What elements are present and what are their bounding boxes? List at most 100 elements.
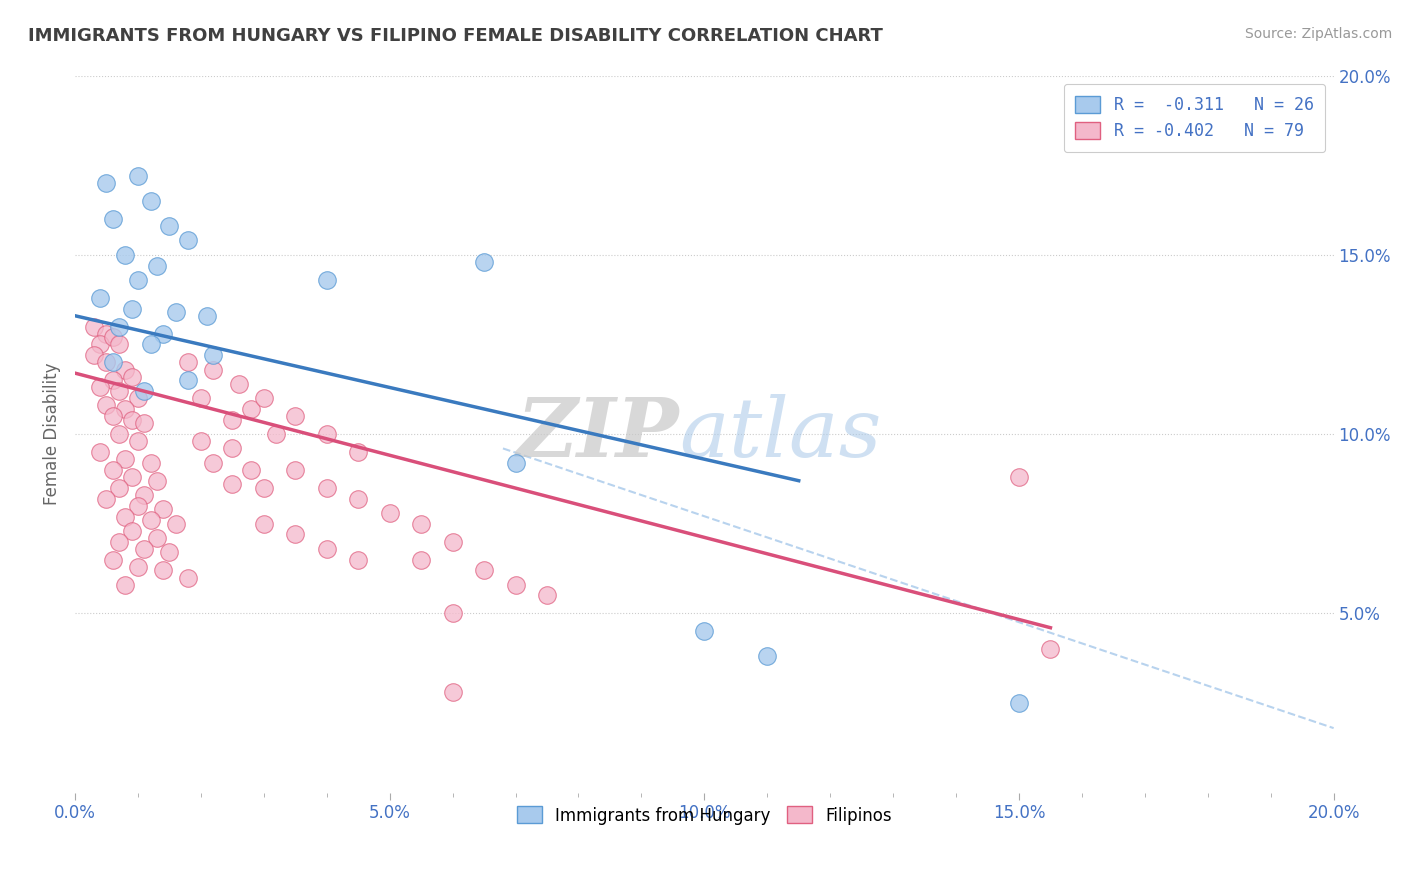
Point [505, 577, 527, 591]
Point [101, 463, 124, 477]
Point [177, 373, 200, 387]
Point [134, 488, 156, 502]
Point [114, 452, 136, 467]
Point [108, 534, 131, 549]
Point [157, 219, 180, 233]
Point [89, 380, 111, 394]
Point [96, 398, 118, 412]
Point [1008, 470, 1031, 484]
Point [108, 337, 131, 351]
Point [89, 291, 111, 305]
Point [152, 563, 174, 577]
Point [108, 384, 131, 398]
Point [165, 516, 187, 531]
Point [190, 434, 212, 449]
Text: ZIP: ZIP [516, 394, 679, 474]
Point [101, 409, 124, 424]
Point [89, 445, 111, 459]
Point [127, 273, 149, 287]
Point [195, 309, 218, 323]
Point [146, 259, 169, 273]
Point [114, 577, 136, 591]
Point [240, 463, 263, 477]
Point [347, 445, 370, 459]
Point [1039, 642, 1062, 657]
Point [284, 409, 307, 424]
Point [347, 491, 370, 506]
Point [114, 509, 136, 524]
Point [101, 330, 124, 344]
Point [83, 348, 105, 362]
Point [139, 456, 162, 470]
Point [756, 649, 779, 664]
Point [127, 391, 149, 405]
Point [114, 248, 136, 262]
Text: IMMIGRANTS FROM HUNGARY VS FILIPINO FEMALE DISABILITY CORRELATION CHART: IMMIGRANTS FROM HUNGARY VS FILIPINO FEMA… [28, 27, 883, 45]
Point [121, 369, 143, 384]
Point [202, 348, 225, 362]
Point [101, 355, 124, 369]
Point [121, 413, 143, 427]
Point [121, 524, 143, 538]
Point [127, 499, 149, 513]
Point [139, 194, 162, 208]
Point [253, 391, 276, 405]
Point [315, 481, 337, 495]
Point [139, 513, 162, 527]
Point [177, 570, 200, 584]
Point [315, 427, 337, 442]
Point [693, 624, 716, 639]
Point [190, 391, 212, 405]
Point [266, 427, 288, 442]
Point [505, 456, 527, 470]
Point [202, 362, 225, 376]
Point [221, 477, 243, 491]
Point [221, 413, 243, 427]
Point [89, 337, 111, 351]
Point [165, 305, 187, 319]
Point [96, 326, 118, 341]
Point [101, 373, 124, 387]
Point [152, 326, 174, 341]
Point [121, 470, 143, 484]
Point [315, 541, 337, 556]
Point [108, 319, 131, 334]
Legend: Immigrants from Hungary, Filipinos: Immigrants from Hungary, Filipinos [506, 797, 903, 835]
Point [253, 481, 276, 495]
Point [472, 255, 495, 269]
Point [221, 442, 243, 456]
Point [127, 434, 149, 449]
Point [284, 463, 307, 477]
Point [378, 506, 401, 520]
Point [177, 234, 200, 248]
Point [441, 685, 464, 699]
Point [411, 552, 433, 566]
Point [240, 402, 263, 417]
Point [228, 376, 250, 391]
Point [177, 355, 200, 369]
Point [83, 319, 105, 334]
Text: Source: ZipAtlas.com: Source: ZipAtlas.com [1244, 27, 1392, 41]
Point [114, 402, 136, 417]
Point [1008, 696, 1031, 710]
Point [146, 531, 169, 545]
Text: atlas: atlas [679, 394, 882, 474]
Point [472, 563, 495, 577]
Point [114, 362, 136, 376]
Point [134, 417, 156, 431]
Point [127, 169, 149, 183]
Point [536, 589, 558, 603]
Point [121, 301, 143, 316]
Point [134, 384, 156, 398]
Point [96, 176, 118, 190]
Point [441, 607, 464, 621]
Point [411, 516, 433, 531]
Point [139, 337, 162, 351]
Y-axis label: Female Disability: Female Disability [44, 363, 60, 506]
Point [284, 527, 307, 541]
Point [253, 516, 276, 531]
Point [347, 552, 370, 566]
Point [146, 474, 169, 488]
Point [101, 211, 124, 226]
Point [134, 541, 156, 556]
